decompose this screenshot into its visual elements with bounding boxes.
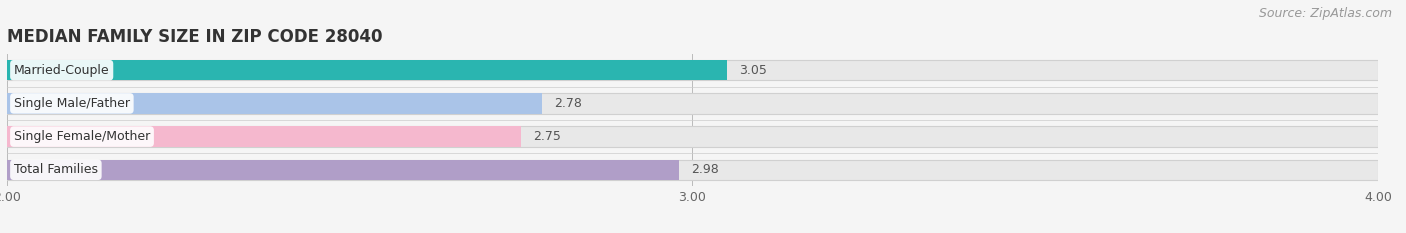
- Text: Source: ZipAtlas.com: Source: ZipAtlas.com: [1258, 7, 1392, 20]
- Text: 2.98: 2.98: [692, 163, 718, 176]
- Bar: [7, 60, 727, 80]
- Text: Total Families: Total Families: [14, 163, 98, 176]
- Bar: [7, 60, 1378, 80]
- Bar: [7, 93, 1378, 114]
- Bar: [7, 93, 541, 114]
- Bar: [7, 126, 522, 147]
- Bar: [7, 160, 1378, 180]
- Text: 2.78: 2.78: [554, 97, 582, 110]
- Bar: [7, 160, 679, 180]
- Text: MEDIAN FAMILY SIZE IN ZIP CODE 28040: MEDIAN FAMILY SIZE IN ZIP CODE 28040: [7, 28, 382, 46]
- Text: Single Male/Father: Single Male/Father: [14, 97, 129, 110]
- Text: 2.75: 2.75: [533, 130, 561, 143]
- Text: Married-Couple: Married-Couple: [14, 64, 110, 77]
- Text: 3.05: 3.05: [740, 64, 766, 77]
- Bar: [7, 126, 1378, 147]
- Text: Single Female/Mother: Single Female/Mother: [14, 130, 150, 143]
